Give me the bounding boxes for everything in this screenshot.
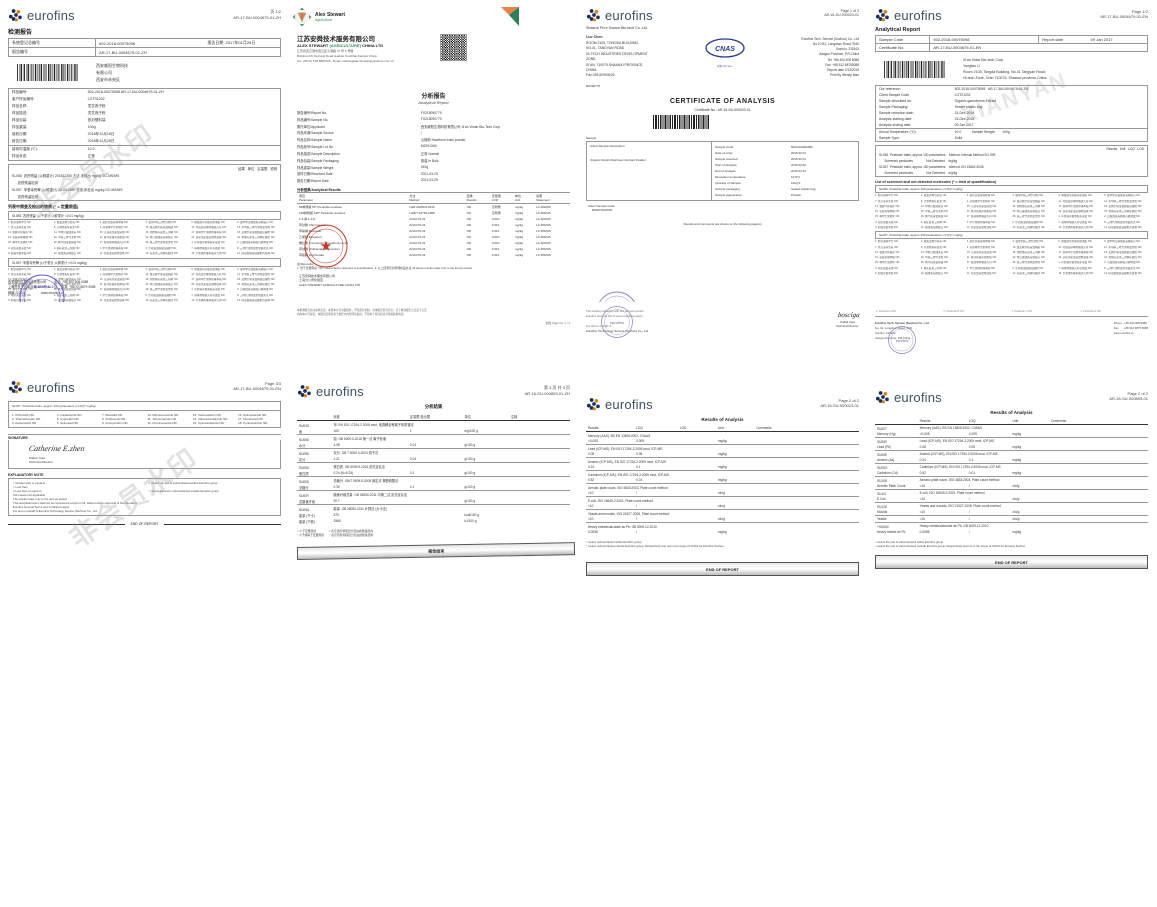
svg-text:★: ★	[321, 239, 332, 253]
svg-text:eurofins: eurofins	[34, 284, 51, 289]
svg-text:eurofins: eurofins	[896, 339, 909, 343]
svg-text:CNAS: CNAS	[715, 46, 735, 53]
svg-text:eurofins: eurofins	[610, 321, 624, 325]
